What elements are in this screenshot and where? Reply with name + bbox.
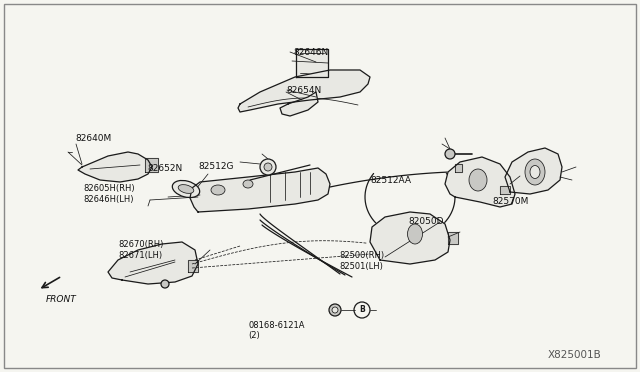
Circle shape bbox=[329, 304, 341, 316]
Polygon shape bbox=[145, 158, 158, 172]
Text: 82670(RH)
82671(LH): 82670(RH) 82671(LH) bbox=[118, 240, 164, 260]
Circle shape bbox=[161, 280, 169, 288]
Text: 82512AA: 82512AA bbox=[370, 176, 411, 185]
Polygon shape bbox=[280, 92, 318, 116]
Ellipse shape bbox=[525, 159, 545, 185]
Polygon shape bbox=[238, 70, 370, 112]
Ellipse shape bbox=[211, 185, 225, 195]
Circle shape bbox=[260, 159, 276, 175]
Polygon shape bbox=[500, 186, 510, 194]
Text: 82500(RH)
82501(LH): 82500(RH) 82501(LH) bbox=[339, 251, 385, 271]
Polygon shape bbox=[448, 232, 458, 244]
Polygon shape bbox=[296, 49, 328, 77]
Ellipse shape bbox=[178, 185, 194, 193]
Text: 82605H(RH)
82646H(LH): 82605H(RH) 82646H(LH) bbox=[83, 185, 135, 204]
Ellipse shape bbox=[469, 169, 487, 191]
Ellipse shape bbox=[172, 180, 200, 198]
Polygon shape bbox=[370, 212, 450, 264]
Polygon shape bbox=[78, 152, 152, 182]
Text: 08168-6121A
(2): 08168-6121A (2) bbox=[248, 321, 305, 340]
Text: 82646N: 82646N bbox=[293, 48, 328, 57]
Circle shape bbox=[445, 149, 455, 159]
Polygon shape bbox=[190, 168, 330, 212]
Circle shape bbox=[264, 163, 272, 171]
Polygon shape bbox=[455, 164, 462, 172]
Polygon shape bbox=[108, 242, 198, 284]
Text: B: B bbox=[359, 305, 365, 314]
Text: 82512G: 82512G bbox=[198, 162, 234, 171]
Circle shape bbox=[332, 307, 338, 313]
Polygon shape bbox=[188, 260, 198, 272]
Text: FRONT: FRONT bbox=[46, 295, 77, 304]
Ellipse shape bbox=[408, 224, 422, 244]
Text: X825001B: X825001B bbox=[547, 350, 601, 360]
Text: 82050D: 82050D bbox=[408, 217, 444, 226]
Polygon shape bbox=[445, 157, 515, 207]
Ellipse shape bbox=[243, 180, 253, 188]
Text: 82654N: 82654N bbox=[287, 86, 322, 94]
Text: 82640M: 82640M bbox=[76, 134, 112, 143]
Polygon shape bbox=[505, 148, 562, 194]
Text: 82652N: 82652N bbox=[147, 164, 182, 173]
Text: 82570M: 82570M bbox=[493, 197, 529, 206]
Ellipse shape bbox=[530, 166, 540, 179]
